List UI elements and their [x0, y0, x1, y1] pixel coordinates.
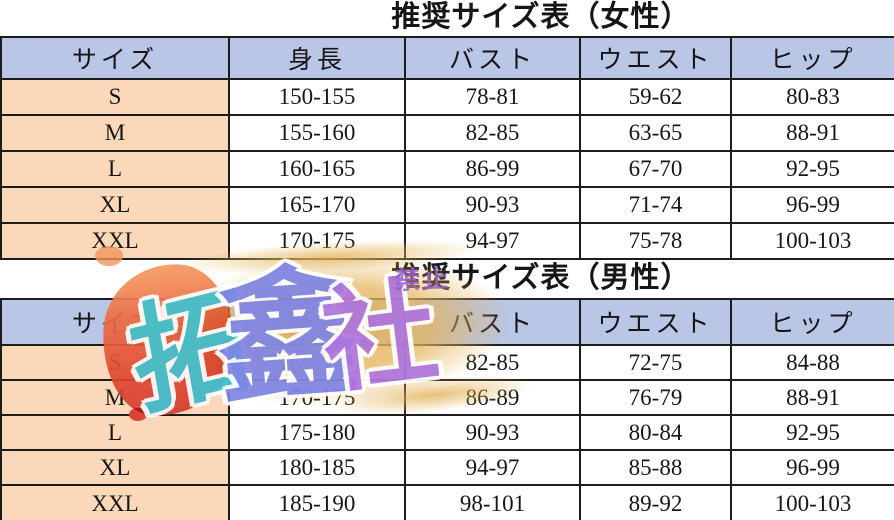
table-row-l: L 175-180 90-93 80-84 92-95 — [0, 414, 894, 451]
bust-cell: 90-93 — [404, 414, 581, 451]
waist-cell: 67-70 — [579, 150, 732, 188]
hip-cell: 92-95 — [730, 414, 894, 451]
table-row-l: L 160-165 86-99 67-70 92-95 — [0, 150, 894, 188]
waist-cell: 75-78 — [579, 222, 732, 260]
height-cell: 160-165 — [228, 150, 406, 188]
bust-cell: 86-89 — [404, 379, 581, 416]
bust-cell: 86-99 — [404, 150, 581, 188]
column-header-hip: ヒップ — [730, 298, 894, 346]
height-cell: 150-155 — [228, 78, 406, 116]
hip-cell: 92-95 — [730, 150, 894, 188]
size-cell: L — [0, 150, 230, 188]
waist-cell: 63-65 — [579, 114, 732, 152]
table-row-xxl: XXL 170-175 94-97 75-78 100-103 — [0, 222, 894, 260]
hip-cell: 88-91 — [730, 379, 894, 416]
bust-cell: 94-97 — [404, 449, 581, 486]
size-cell: S — [0, 78, 230, 116]
height-cell: 170-175 — [228, 222, 406, 260]
column-header-bust: バスト — [404, 36, 581, 80]
column-header-height: 身長 — [228, 298, 406, 346]
waist-cell: 85-88 — [579, 449, 732, 486]
column-header-size: サイズ — [0, 298, 230, 346]
hip-cell: 100-103 — [730, 222, 894, 260]
height-cell: 165-170 — [228, 186, 406, 224]
size-table-women: サイズ 身長 バスト ウエスト ヒップ S 150-155 78-81 59-6… — [0, 36, 894, 260]
table-row-s: S 150-155 78-81 59-62 80-83 — [0, 78, 894, 116]
table-row-xxl: XXL 185-190 98-101 89-92 100-103 — [0, 484, 894, 520]
column-header-waist: ウエスト — [579, 36, 732, 80]
hip-cell: 84-88 — [730, 344, 894, 381]
hip-cell: 96-99 — [730, 449, 894, 486]
waist-cell: 71-74 — [579, 186, 732, 224]
table-row-xl: XL 165-170 90-93 71-74 96-99 — [0, 186, 894, 224]
table-row-s: S 165-170 82-85 72-75 84-88 — [0, 344, 894, 381]
size-cell: S — [0, 344, 230, 381]
waist-cell: 80-84 — [579, 414, 732, 451]
column-header-waist: ウエスト — [579, 298, 732, 346]
women-header-row: サイズ 身長 バスト ウエスト ヒップ — [0, 36, 894, 80]
size-table-men: サイズ 身長 バスト ウエスト ヒップ S 165-170 82-85 72-7… — [0, 298, 894, 520]
size-cell: XL — [0, 449, 230, 486]
men-header-row: サイズ 身長 バスト ウエスト ヒップ — [0, 298, 894, 346]
table-row-m: M 170-175 86-89 76-79 88-91 — [0, 379, 894, 416]
table-row-m: M 155-160 82-85 63-65 88-91 — [0, 114, 894, 152]
height-cell: 185-190 — [228, 484, 406, 520]
hip-cell: 80-83 — [730, 78, 894, 116]
height-cell: 175-180 — [228, 414, 406, 451]
size-cell: XL — [0, 186, 230, 224]
waist-cell: 59-62 — [579, 78, 732, 116]
hip-cell: 96-99 — [730, 186, 894, 224]
column-header-height: 身長 — [228, 36, 406, 80]
hip-cell: 88-91 — [730, 114, 894, 152]
bust-cell: 78-81 — [404, 78, 581, 116]
column-header-bust: バスト — [404, 298, 581, 346]
bust-cell: 98-101 — [404, 484, 581, 520]
height-cell: 155-160 — [228, 114, 406, 152]
men-table-title: 推奨サイズ表（男性） — [391, 262, 691, 294]
waist-cell: 89-92 — [579, 484, 732, 520]
height-cell: 180-185 — [228, 449, 406, 486]
size-cell: L — [0, 414, 230, 451]
bust-cell: 82-85 — [404, 344, 581, 381]
size-cell: XXL — [0, 484, 230, 520]
height-cell: 170-175 — [228, 379, 406, 416]
table-row-xl: XL 180-185 94-97 85-88 96-99 — [0, 449, 894, 486]
bust-cell: 94-97 — [404, 222, 581, 260]
column-header-size: サイズ — [0, 36, 230, 80]
size-cell: M — [0, 114, 230, 152]
size-cell: XXL — [0, 222, 230, 260]
hip-cell: 100-103 — [730, 484, 894, 520]
waist-cell: 72-75 — [579, 344, 732, 381]
women-table-title: 推奨サイズ表（女性） — [391, 1, 691, 33]
column-header-hip: ヒップ — [730, 36, 894, 80]
waist-cell: 76-79 — [579, 379, 732, 416]
height-cell: 165-170 — [228, 344, 406, 381]
bust-cell: 90-93 — [404, 186, 581, 224]
bust-cell: 82-85 — [404, 114, 581, 152]
size-cell: M — [0, 379, 230, 416]
